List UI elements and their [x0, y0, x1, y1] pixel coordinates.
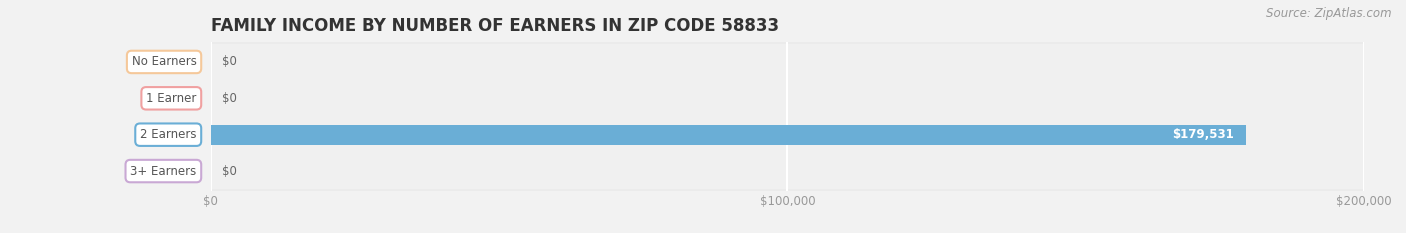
- Text: 2 Earners: 2 Earners: [141, 128, 197, 141]
- Bar: [211, 44, 1364, 80]
- Bar: [211, 125, 1246, 145]
- Bar: [211, 80, 1364, 116]
- Text: 1 Earner: 1 Earner: [146, 92, 197, 105]
- Text: $179,531: $179,531: [1173, 128, 1234, 141]
- Bar: [211, 153, 1364, 189]
- Text: $0: $0: [222, 164, 238, 178]
- Text: FAMILY INCOME BY NUMBER OF EARNERS IN ZIP CODE 58833: FAMILY INCOME BY NUMBER OF EARNERS IN ZI…: [211, 17, 779, 35]
- Text: Source: ZipAtlas.com: Source: ZipAtlas.com: [1267, 7, 1392, 20]
- Text: No Earners: No Earners: [132, 55, 197, 69]
- Text: $0: $0: [222, 92, 238, 105]
- Text: $0: $0: [222, 55, 238, 69]
- Text: 3+ Earners: 3+ Earners: [131, 164, 197, 178]
- Bar: [211, 116, 1364, 153]
